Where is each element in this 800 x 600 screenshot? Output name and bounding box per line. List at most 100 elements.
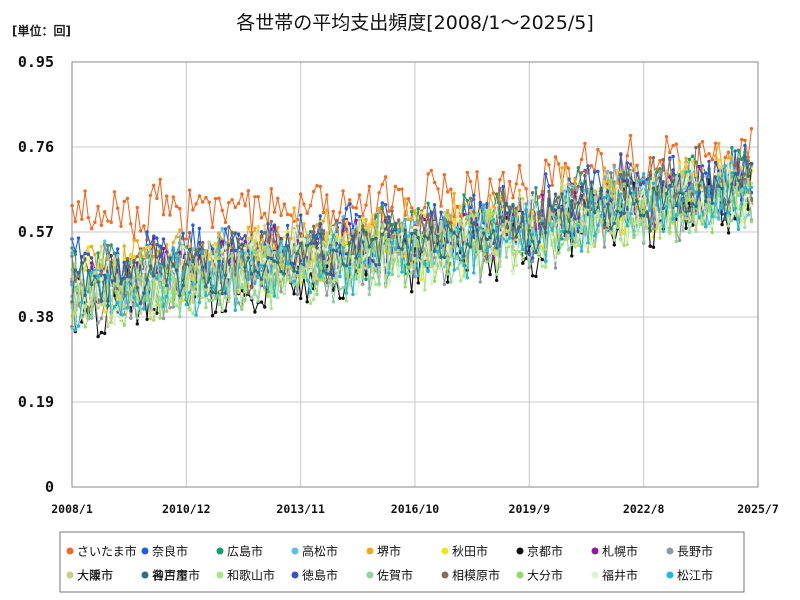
data-point: [171, 240, 175, 245]
data-point: [119, 316, 123, 321]
data-point: [325, 293, 329, 297]
data-point: [138, 301, 143, 306]
data-point: [423, 262, 427, 266]
data-point: [488, 177, 492, 181]
data-point: [606, 189, 610, 194]
data-point: [674, 239, 678, 244]
data-point: [726, 231, 731, 235]
data-point: [341, 218, 345, 222]
data-point: [423, 205, 427, 210]
data-point: [390, 209, 394, 213]
data-point: [723, 217, 727, 221]
data-point: [233, 231, 237, 235]
data-point: [527, 229, 531, 233]
data-point: [161, 316, 166, 321]
data-point: [743, 225, 747, 230]
data-point: [730, 171, 734, 175]
data-point: [93, 292, 97, 296]
data-point: [642, 240, 646, 244]
data-point: [717, 141, 721, 145]
data-point: [410, 210, 414, 214]
data-point: [338, 223, 342, 227]
data-point: [560, 192, 564, 196]
data-point: [749, 219, 754, 224]
legend-label: 京都市: [527, 544, 563, 559]
legend-marker: [516, 571, 524, 579]
data-point: [694, 173, 698, 177]
data-point: [612, 243, 616, 247]
data-point: [174, 268, 179, 272]
data-point: [197, 226, 202, 231]
data-point: [223, 227, 228, 231]
data-point: [380, 204, 384, 209]
data-point: [413, 209, 417, 213]
data-point: [410, 225, 414, 229]
data-point: [259, 250, 264, 254]
data-point: [135, 298, 139, 302]
data-point: [289, 213, 293, 217]
data-point: [272, 240, 277, 244]
data-point: [125, 305, 130, 310]
data-point: [544, 247, 548, 251]
data-point: [259, 230, 264, 234]
data-point: [478, 200, 482, 205]
data-point: [730, 218, 734, 223]
data-point: [380, 182, 384, 187]
data-point: [351, 229, 355, 234]
data-point: [645, 178, 649, 182]
data-point: [236, 245, 241, 250]
data-point: [691, 186, 695, 190]
legend-marker: [66, 547, 74, 555]
data-point: [106, 304, 110, 308]
data-point: [687, 157, 692, 162]
data-point: [328, 245, 332, 250]
data-point: [677, 161, 682, 165]
data-point: [348, 236, 352, 240]
data-point: [145, 245, 149, 250]
data-point: [191, 259, 195, 264]
data-point: [227, 260, 231, 265]
data-point: [374, 282, 378, 287]
data-point: [236, 232, 241, 236]
data-point: [717, 158, 721, 162]
data-point: [726, 150, 731, 154]
data-point: [106, 219, 110, 223]
data-point: [305, 243, 309, 248]
data-point: [436, 250, 440, 254]
legend-label: 和歌山市: [227, 568, 275, 583]
data-point: [452, 224, 456, 228]
data-point: [478, 270, 482, 275]
data-point: [253, 240, 257, 244]
data-point: [73, 328, 78, 332]
data-point: [299, 192, 303, 196]
data-point: [524, 202, 528, 206]
data-point: [439, 204, 443, 208]
data-point: [749, 204, 754, 208]
data-point: [390, 205, 394, 209]
data-point: [155, 297, 159, 302]
data-point: [720, 205, 724, 210]
data-point: [602, 180, 607, 184]
data-point: [736, 178, 741, 183]
data-point: [615, 168, 620, 172]
legend-label: 高松市: [302, 544, 338, 559]
data-point: [308, 242, 313, 246]
data-point: [583, 196, 587, 200]
data-point: [83, 293, 87, 297]
legend-marker: [141, 571, 149, 579]
data-point: [681, 185, 685, 189]
data-point: [292, 276, 296, 280]
data-point: [700, 192, 705, 196]
data-point: [145, 230, 149, 234]
data-point: [152, 318, 156, 322]
data-point: [354, 291, 358, 296]
data-point: [299, 241, 303, 246]
data-point: [472, 271, 476, 275]
data-point: [204, 287, 208, 292]
data-point: [253, 250, 257, 254]
data-point: [201, 240, 205, 245]
data-point: [733, 206, 737, 210]
data-point: [292, 292, 296, 296]
data-point: [632, 235, 636, 240]
data-point: [681, 212, 685, 216]
